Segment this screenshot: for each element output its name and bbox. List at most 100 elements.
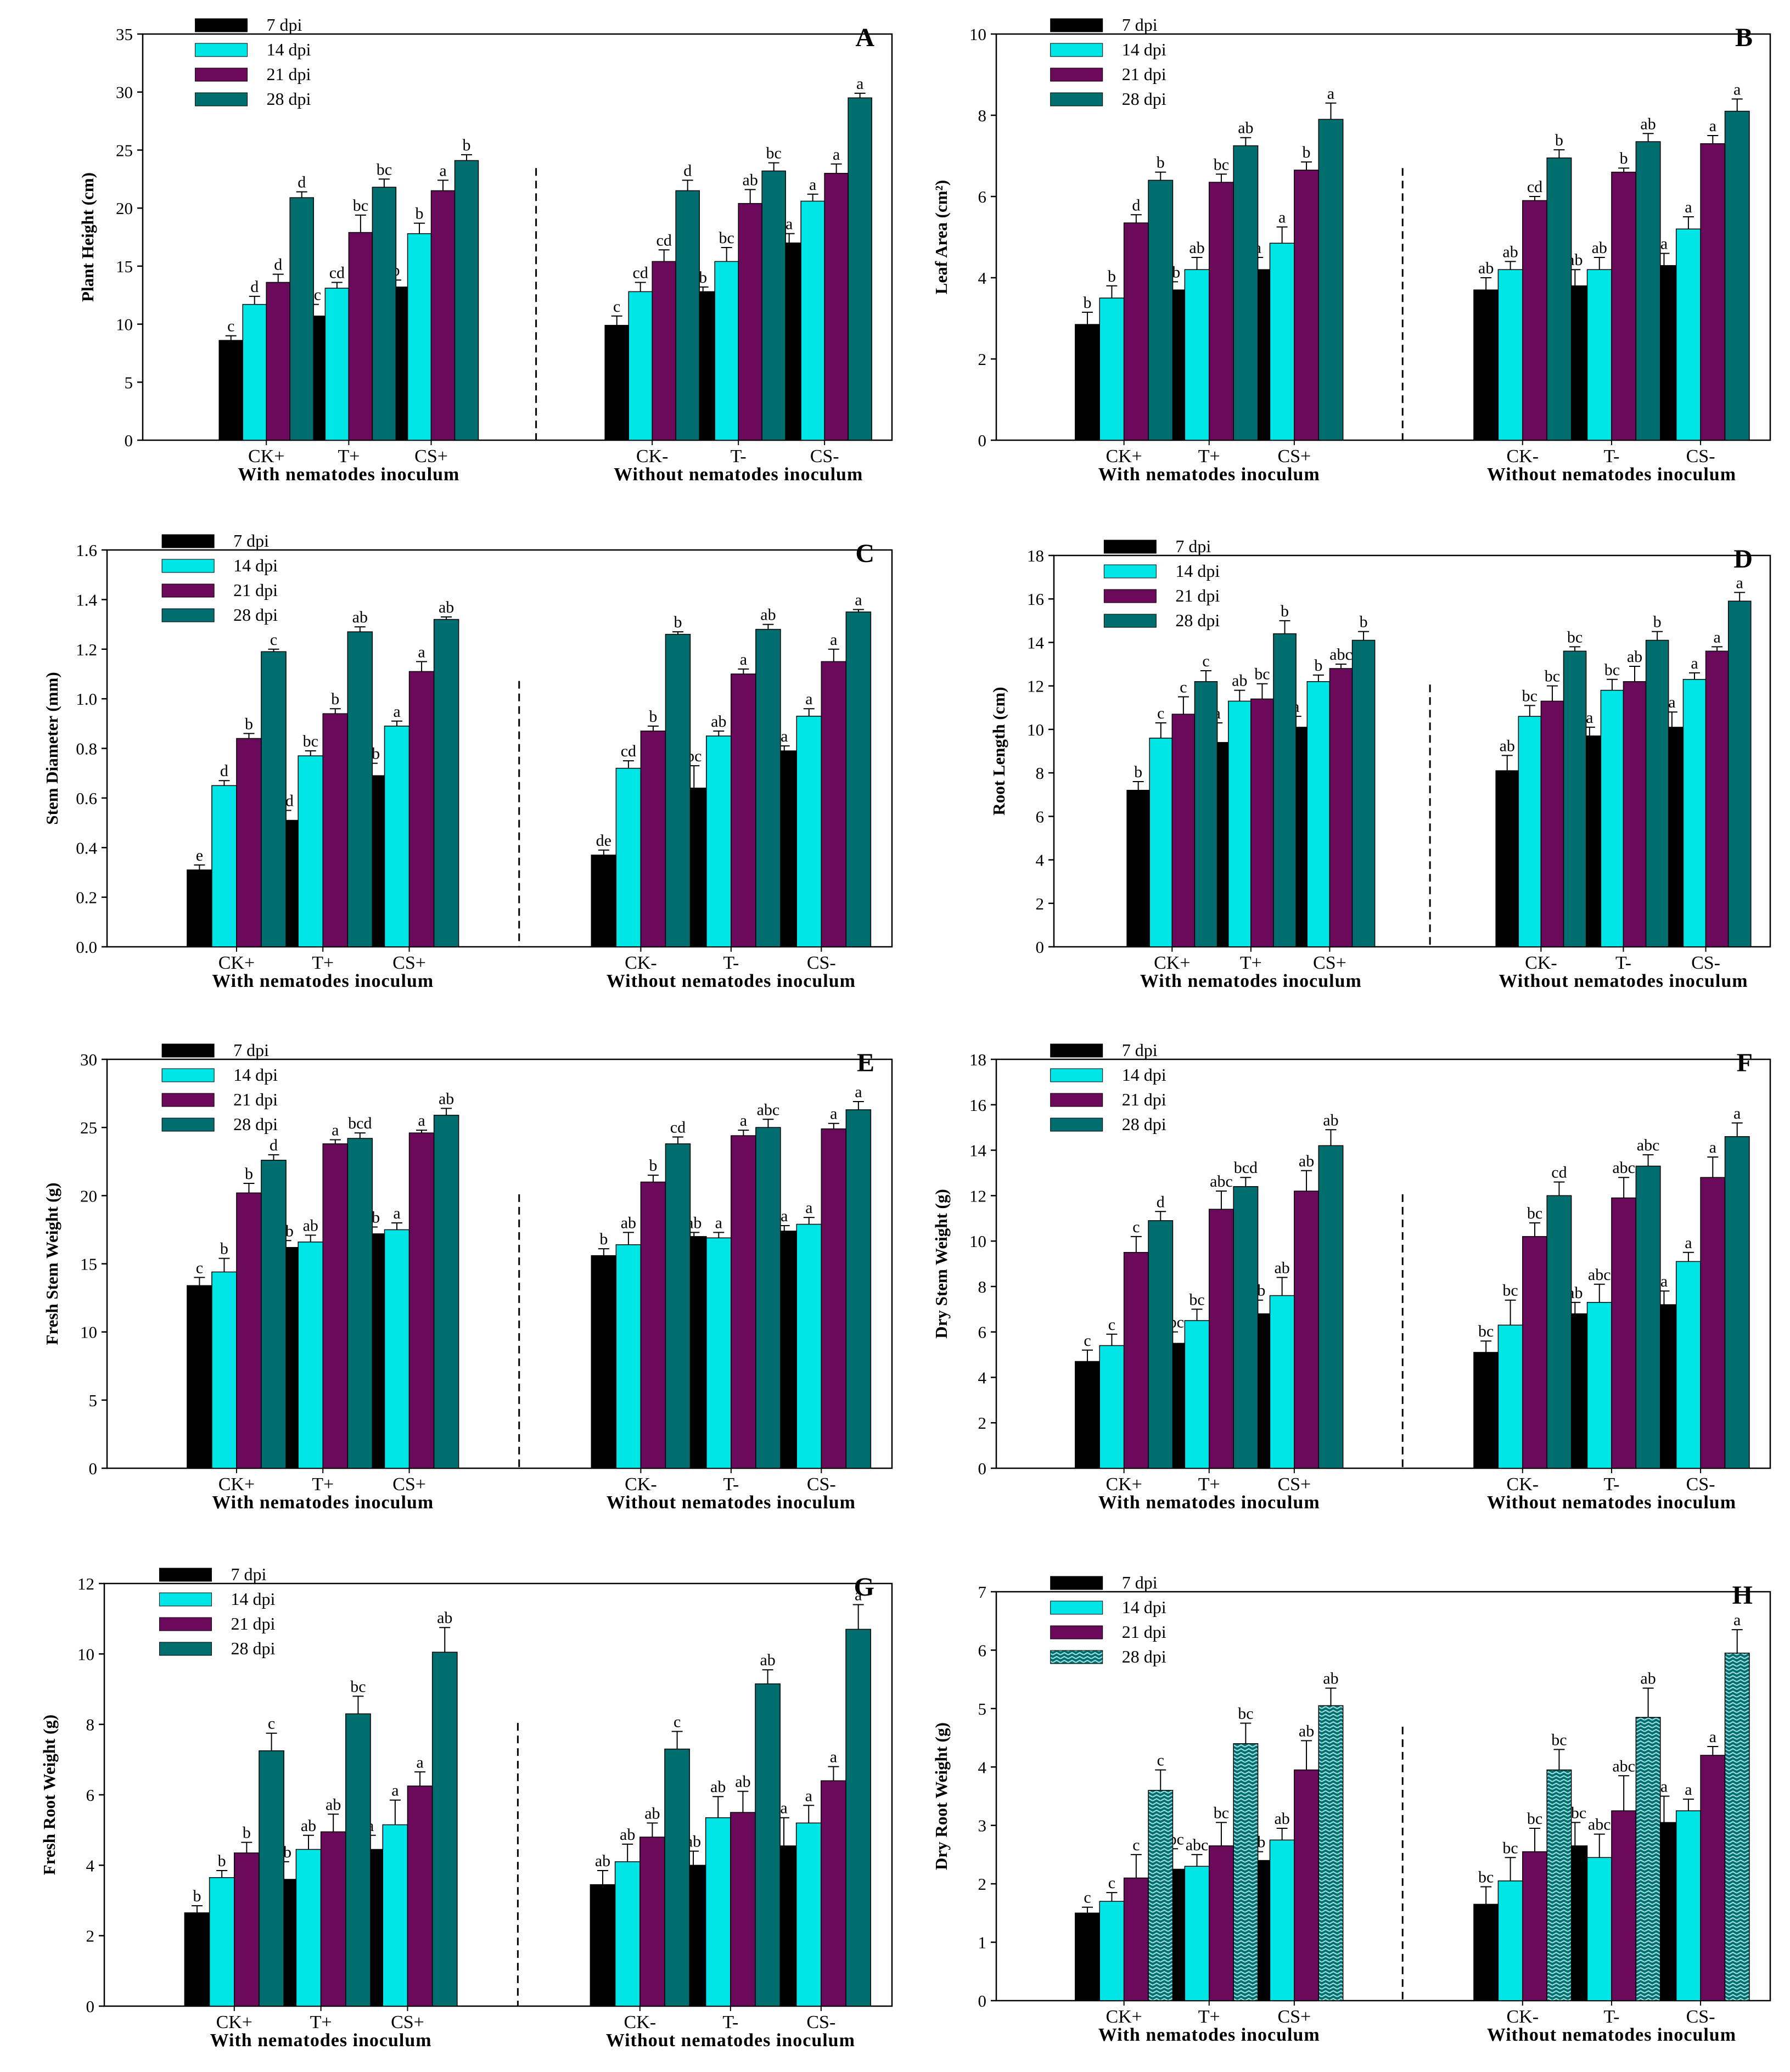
significance-letter: bc bbox=[719, 229, 734, 247]
bar-14-dpi-CS- bbox=[1675, 1261, 1701, 1469]
category-label: CK- bbox=[1507, 2007, 1539, 2027]
significance-letter: abc bbox=[1588, 1266, 1611, 1284]
category-label: T- bbox=[1603, 1474, 1619, 1495]
category-label: CK+ bbox=[216, 2012, 252, 2032]
category-label: CS+ bbox=[392, 953, 426, 973]
y-tick-label: 12 bbox=[1027, 677, 1044, 696]
y-axis-label: Stem Diameter (mm) bbox=[42, 672, 61, 824]
legend-swatch bbox=[161, 1043, 215, 1058]
bar-14-dpi-CK+ bbox=[211, 1271, 237, 1469]
bar-28-dpi-T+ bbox=[345, 1713, 371, 2007]
significance-letter: bcd bbox=[348, 1114, 372, 1132]
group-label: Without nematodes inoculum bbox=[1487, 464, 1736, 485]
y-tick-label: 6 bbox=[86, 1785, 95, 1805]
legend-label: 28 dpi bbox=[231, 1638, 275, 1658]
y-tick-label: 0.6 bbox=[76, 789, 97, 808]
significance-letter: c bbox=[196, 1259, 203, 1277]
bar-21-dpi-CK+ bbox=[1123, 1877, 1149, 2001]
significance-letter: bc bbox=[1522, 687, 1538, 705]
bar-14-dpi-T- bbox=[1600, 689, 1624, 947]
group-label: With nematodes inoculum bbox=[1140, 971, 1362, 991]
significance-letter: d bbox=[220, 762, 228, 780]
legend-swatch bbox=[161, 1093, 215, 1107]
bar-21-dpi-T- bbox=[731, 1135, 756, 1469]
category-label: T+ bbox=[312, 953, 334, 973]
y-tick-label: 12 bbox=[969, 1186, 986, 1205]
significance-letter: cd bbox=[1527, 178, 1542, 196]
bar-14-dpi-CS- bbox=[1675, 1810, 1701, 2001]
bar-14-dpi-T+ bbox=[1228, 700, 1252, 947]
bar-14-dpi-T- bbox=[1586, 1857, 1612, 2001]
bar-21-dpi-CK+ bbox=[234, 1852, 260, 2007]
y-axis-label: Fresh Root Weight (g) bbox=[40, 1715, 59, 1875]
legend-swatch bbox=[161, 1068, 215, 1082]
significance-letter: a bbox=[856, 75, 863, 93]
category-label: CK- bbox=[1525, 953, 1557, 973]
bar-14-dpi-CK+ bbox=[1099, 1901, 1125, 2001]
significance-letter: ab bbox=[711, 712, 726, 731]
significance-letter: a bbox=[418, 643, 425, 661]
legend-label: 14 dpi bbox=[231, 1589, 275, 1609]
category-label: T- bbox=[1603, 446, 1619, 467]
category-label: T- bbox=[1615, 953, 1631, 973]
category-label: CS- bbox=[1686, 2007, 1715, 2027]
y-tick-label: 7 bbox=[978, 1582, 987, 1602]
bar-7-dpi-CK- bbox=[1495, 770, 1519, 947]
significance-letter: a bbox=[1709, 1138, 1716, 1156]
y-axis-label: Leaf Area (cm²) bbox=[932, 180, 951, 294]
bar-7-dpi-CK- bbox=[1473, 289, 1499, 441]
bar-21-dpi-CK+ bbox=[1123, 1252, 1149, 1469]
bar-28-dpi-CS+ bbox=[1318, 1705, 1344, 2001]
category-label: T+ bbox=[1198, 1474, 1220, 1495]
group-label: With nematodes inoculum bbox=[1098, 464, 1320, 485]
legend-label: 28 dpi bbox=[267, 89, 311, 109]
legend-swatch bbox=[1103, 614, 1157, 628]
bar-21-dpi-CS+ bbox=[430, 190, 456, 441]
significance-letter: ab bbox=[743, 171, 758, 189]
legend-label: 7 dpi bbox=[1175, 536, 1211, 556]
significance-letter: ab bbox=[1640, 115, 1656, 133]
bar-28-dpi-CS- bbox=[1724, 110, 1750, 441]
significance-letter: ab bbox=[1500, 737, 1515, 755]
bar-21-dpi-CK+ bbox=[1123, 222, 1149, 441]
y-tick-label: 20 bbox=[80, 1186, 97, 1205]
significance-letter: b bbox=[1314, 656, 1322, 675]
significance-letter: a bbox=[418, 1111, 425, 1130]
bar-14-dpi-T+ bbox=[295, 1849, 322, 2007]
significance-letter: ab bbox=[760, 606, 776, 624]
category-label: CS- bbox=[1686, 446, 1715, 467]
legend-label: 7 dpi bbox=[233, 1040, 269, 1060]
bar-14-dpi-CK- bbox=[1518, 716, 1542, 947]
bar-28-dpi-CK+ bbox=[261, 1160, 287, 1469]
significance-letter: bc bbox=[1567, 628, 1583, 646]
significance-letter: a bbox=[855, 1083, 862, 1101]
significance-letter: b bbox=[1620, 149, 1628, 167]
bar-28-dpi-T+ bbox=[1233, 1186, 1259, 1469]
significance-letter: a bbox=[1278, 209, 1286, 227]
significance-letter: c bbox=[674, 1713, 681, 1731]
bar-14-dpi-T+ bbox=[324, 288, 350, 441]
significance-letter: c bbox=[1202, 652, 1209, 670]
significance-letter: a bbox=[830, 1748, 837, 1766]
significance-letter: abc bbox=[1329, 645, 1353, 664]
y-tick-label: 10 bbox=[116, 315, 133, 334]
y-tick-label: 10 bbox=[969, 1232, 986, 1251]
category-label: T- bbox=[1603, 2007, 1619, 2027]
significance-letter: c bbox=[1108, 1316, 1115, 1334]
category-label: CS- bbox=[807, 953, 836, 973]
significance-letter: bc bbox=[1604, 661, 1620, 679]
y-tick-label: 6 bbox=[978, 1641, 987, 1660]
bar-21-dpi-CS+ bbox=[1294, 1191, 1320, 1469]
y-tick-label: 16 bbox=[1027, 589, 1044, 609]
significance-letter: b bbox=[674, 613, 682, 631]
y-tick-label: 0 bbox=[1036, 937, 1045, 957]
significance-letter: e bbox=[196, 846, 203, 864]
y-tick-label: 0.2 bbox=[76, 888, 97, 907]
bar-28-dpi-CK- bbox=[664, 1748, 690, 2007]
y-tick-label: 8 bbox=[978, 106, 987, 125]
legend-label: 28 dpi bbox=[1122, 1647, 1166, 1666]
legend-swatch bbox=[1103, 564, 1157, 579]
significance-letter: d bbox=[298, 173, 306, 192]
